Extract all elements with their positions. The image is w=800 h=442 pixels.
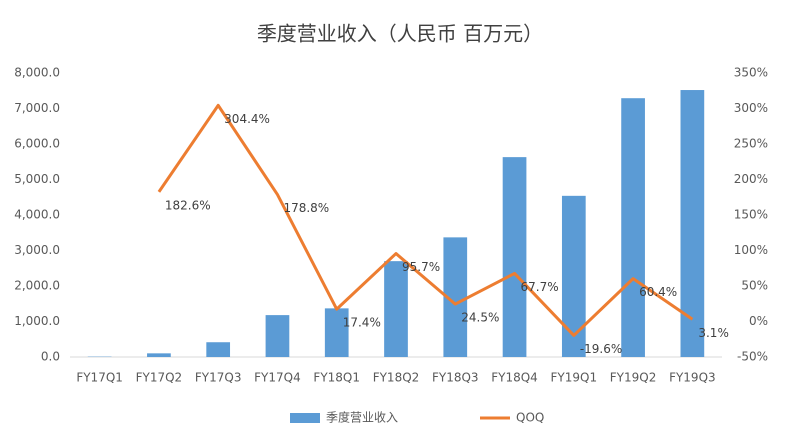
data-label: 304.4% [224,112,270,126]
bar [384,261,408,357]
x-tick-label: FY19Q2 [610,371,657,385]
data-label: 182.6% [165,198,211,212]
bar [147,353,171,357]
y-tick-label: 4,000.0 [14,208,60,222]
y2-tick-label: 50% [741,279,768,293]
line [157,103,694,337]
x-tick-label: FY17Q4 [254,371,301,385]
x-tick-label: FY18Q3 [432,371,479,385]
x-tick-label: FY17Q3 [195,371,242,385]
data-label: 95.7% [402,260,440,274]
data-label: 24.5% [461,311,499,325]
y-tick-label: 7,000.0 [14,101,60,115]
chart-title: 季度营业收入（人民币 百万元） [257,22,543,46]
y-tick-label: 1,000.0 [14,314,60,328]
bar [621,98,645,357]
y2-tick-label: 350% [734,66,768,80]
x-tick-label: FY18Q4 [491,371,538,385]
x-tick-label: FY17Q2 [136,371,183,385]
x-tick-label: FY19Q1 [551,371,598,385]
x-tick-label: FY18Q1 [313,371,360,385]
x-tick-label: FY19Q3 [669,371,716,385]
y2-tick-label: 200% [734,172,768,186]
bar [324,308,349,357]
y-tick-label: 8,000.0 [14,66,60,80]
y2-tick-label: 250% [734,137,768,151]
bar [206,342,231,357]
y-tick-label: 2,000.0 [14,279,60,293]
data-label: 17.4% [343,316,381,330]
legend-swatch [290,413,320,423]
legend-label: 季度营业收入 [326,410,398,425]
y-tick-label: 5,000.0 [14,172,60,186]
bar [561,195,586,357]
y2-tick-label: -50% [737,350,768,364]
data-label: 67.7% [521,280,559,294]
bar [443,237,468,357]
bar [502,157,527,357]
x-tick-label: FY17Q1 [76,371,123,385]
y-tick-label: 0.0 [41,350,60,364]
bar [680,90,705,357]
data-label: 60.4% [639,285,677,299]
y2-tick-label: 150% [734,208,768,222]
y2-tick-label: 0% [749,314,768,328]
y2-tick-label: 100% [734,243,768,257]
x-tick-label: FY18Q2 [373,371,420,385]
legend-label: QOQ [516,411,544,425]
y-tick-label: 6,000.0 [14,137,60,151]
y-tick-label: 3,000.0 [14,243,60,257]
data-label: 178.8% [283,201,329,215]
data-label: -19.6% [580,342,622,356]
data-label: 3.1% [698,326,729,340]
y2-tick-label: 300% [734,101,768,115]
bar [265,315,290,357]
